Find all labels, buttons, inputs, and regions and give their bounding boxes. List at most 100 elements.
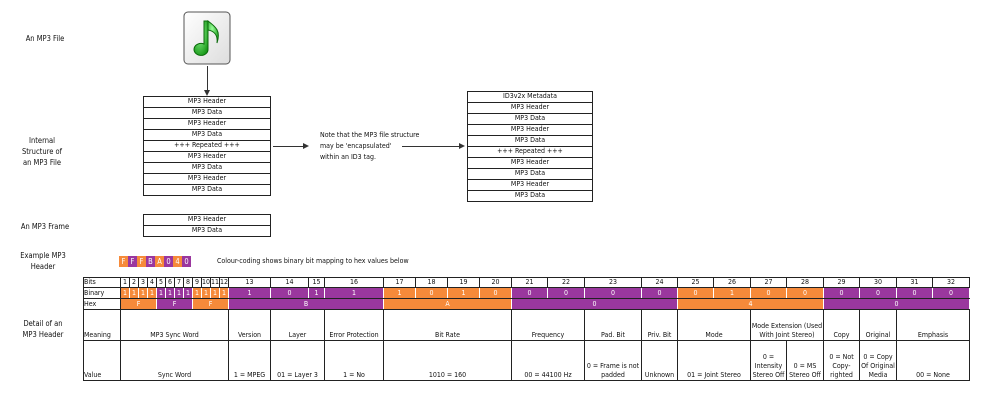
bit-number: 17 — [383, 277, 416, 288]
bit-number: 19 — [447, 277, 480, 288]
stack-block: MP3 Data — [144, 225, 270, 236]
hex-nibble: F — [120, 298, 157, 310]
row-label: Meaning — [83, 309, 121, 341]
row-label: Bits — [83, 277, 121, 288]
row-label: Value — [83, 340, 121, 381]
binary-bit: 1 — [210, 287, 220, 299]
binary-bit: 1 — [138, 287, 148, 299]
field-value: 01 = Layer 3 — [270, 340, 325, 381]
field-value: 01 = Joint Stereo — [677, 340, 751, 381]
hex-digit-chip: B — [146, 256, 155, 267]
binary-bit: 1 — [129, 287, 139, 299]
stack-block: MP3 Header — [144, 96, 270, 107]
binary-bit: 0 — [479, 287, 512, 299]
binary-bit: 1 — [308, 287, 325, 299]
arrowhead-down — [204, 90, 210, 96]
field-meaning: Bit Rate — [383, 309, 512, 341]
bit-number: 1 — [120, 277, 130, 288]
hex-nibble: 0 — [511, 298, 678, 310]
binary-bit: 0 — [270, 287, 309, 299]
bit-number: 11 — [210, 277, 220, 288]
arrow-line — [402, 146, 460, 147]
row-label: Hex — [83, 298, 121, 310]
bit-number: 21 — [511, 277, 548, 288]
bit-number: 28 — [786, 277, 824, 288]
binary-bit: 0 — [511, 287, 548, 299]
binary-bit: 1 — [383, 287, 416, 299]
binary-bit: 0 — [750, 287, 787, 299]
hex-digit-chip: 4 — [173, 256, 182, 267]
bit-number: 15 — [308, 277, 325, 288]
hex-digit-chip: A — [155, 256, 164, 267]
mp3-header-detail-table: Bits 1 2 3 4 5 6 7 8 9 10 11 12 13 14 15 16 17 18 19 20 21 22 2… — [83, 277, 970, 381]
bit-number: 25 — [677, 277, 714, 288]
stack-block: MP3 Data — [144, 107, 270, 118]
field-meaning: Copy — [823, 309, 860, 341]
hex-nibble: B — [228, 298, 384, 310]
stack-block: MP3 Header — [144, 118, 270, 129]
binary-bit: 1 — [147, 287, 157, 299]
field-value: Unknown — [641, 340, 678, 381]
field-value: 1 = No — [324, 340, 384, 381]
bit-number: 8 — [183, 277, 193, 288]
hex-digit-chip: F — [119, 256, 128, 267]
field-value: 0 = MS Stereo Off — [786, 340, 824, 381]
binary-bit: 1 — [165, 287, 175, 299]
stack-block: MP3 Data — [468, 113, 592, 124]
binary-bit: 0 — [932, 287, 970, 299]
note-line: may be 'encapsulated' — [320, 142, 392, 150]
binary-bit: 0 — [677, 287, 714, 299]
label-mp3-frame: An MP3 Frame — [20, 222, 70, 231]
field-value: 0 = Copy Of Original Media — [859, 340, 897, 381]
binary-bit: 1 — [201, 287, 211, 299]
stack-block: MP3 Header — [468, 157, 592, 168]
field-value: Sync Word — [120, 340, 229, 381]
table-row-bits: Bits 1 2 3 4 5 6 7 8 9 10 11 12 13 14 15 16 17 18 19 20 21 22 2… — [83, 277, 970, 288]
hex-nibble: 0 — [823, 298, 970, 310]
field-value: 1 = MPEG — [228, 340, 271, 381]
field-meaning: Frequency — [511, 309, 585, 341]
binary-bit: 1 — [174, 287, 184, 299]
row-label: Binary — [83, 287, 121, 299]
colour-coding-note: Colour-coding shows binary bit mapping t… — [217, 257, 409, 265]
field-meaning: Layer — [270, 309, 325, 341]
binary-bit: 0 — [584, 287, 642, 299]
binary-bit: 0 — [641, 287, 678, 299]
bit-number: 31 — [896, 277, 933, 288]
label-detail-header: Detail of an MP3 Header — [22, 319, 64, 339]
binary-bit: 0 — [896, 287, 933, 299]
bit-number: 6 — [165, 277, 175, 288]
field-meaning: Mode Extension (Used With Joint Stereo) — [750, 309, 824, 341]
field-meaning: Error Protection — [324, 309, 384, 341]
stack-block: MP3 Header — [144, 214, 270, 225]
hex-digit-chip: 0 — [164, 256, 173, 267]
binary-bit: 0 — [547, 287, 585, 299]
field-meaning: Original — [859, 309, 897, 341]
binary-bit: 0 — [859, 287, 897, 299]
bit-number: 12 — [219, 277, 229, 288]
binary-bit: 1 — [120, 287, 130, 299]
bit-number: 18 — [415, 277, 448, 288]
binary-bit: 1 — [192, 287, 202, 299]
hex-nibble: F — [192, 298, 229, 310]
label-internal-structure: Internal Structure of an MP3 File — [21, 136, 62, 167]
bit-number: 20 — [479, 277, 512, 288]
label-mp3-file: An MP3 File — [25, 34, 65, 43]
table-row-hex: Hex F F F B A 0 4 0 — [83, 298, 970, 310]
internal-structure-stack: MP3 Header MP3 Data MP3 Header MP3 Data +++ … — [143, 96, 271, 196]
bit-number: 4 — [147, 277, 157, 288]
field-meaning: Version — [228, 309, 271, 341]
stack-block: MP3 Data — [144, 162, 270, 173]
bit-number: 29 — [823, 277, 860, 288]
stack-block: MP3 Header — [468, 179, 592, 190]
label-example-header: Example MP3 Header — [20, 251, 66, 271]
bit-number: 16 — [324, 277, 384, 288]
field-meaning: Mode — [677, 309, 751, 341]
binary-bit: 1 — [183, 287, 193, 299]
field-value: 1010 = 160 — [383, 340, 512, 381]
table-row-meaning: Meaning MP3 Sync Word Version Layer Error Pr… — [83, 309, 970, 341]
arrow-line — [273, 146, 303, 147]
binary-bit: 0 — [415, 287, 448, 299]
